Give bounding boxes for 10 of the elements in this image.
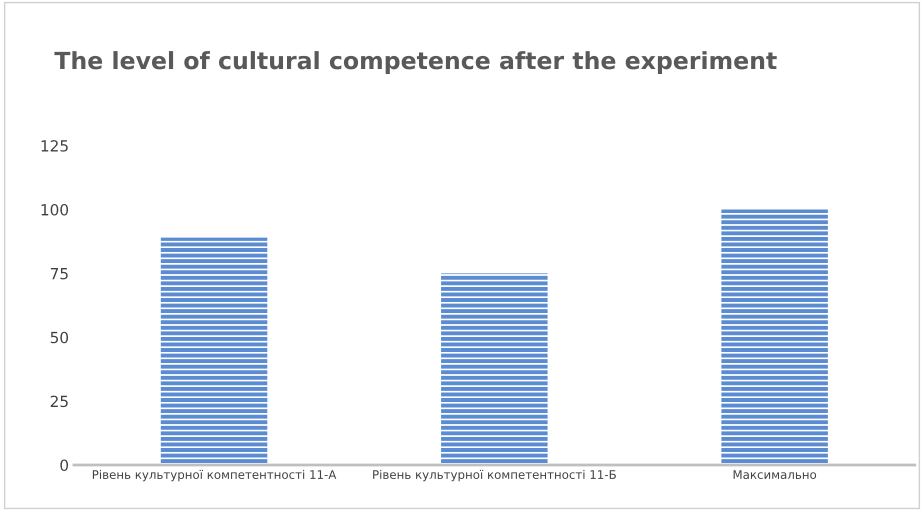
x-tick-label: Рівень культурної компетентності 11-Б <box>373 470 616 482</box>
y-tick-label: 125 <box>42 140 68 152</box>
x-tick-label: Рівень культурної компетентності 11-А <box>92 470 336 482</box>
y-tick-label: 25 <box>50 396 68 408</box>
chart-title: The level of cultural competence after the experiment <box>54 51 777 74</box>
y-tick-label: 75 <box>50 268 68 280</box>
y-tick-label: 0 <box>60 459 68 472</box>
y-tick-label: 50 <box>50 332 68 344</box>
x-tick-label: Максимально <box>734 470 816 480</box>
y-tick-label: 100 <box>42 204 68 216</box>
